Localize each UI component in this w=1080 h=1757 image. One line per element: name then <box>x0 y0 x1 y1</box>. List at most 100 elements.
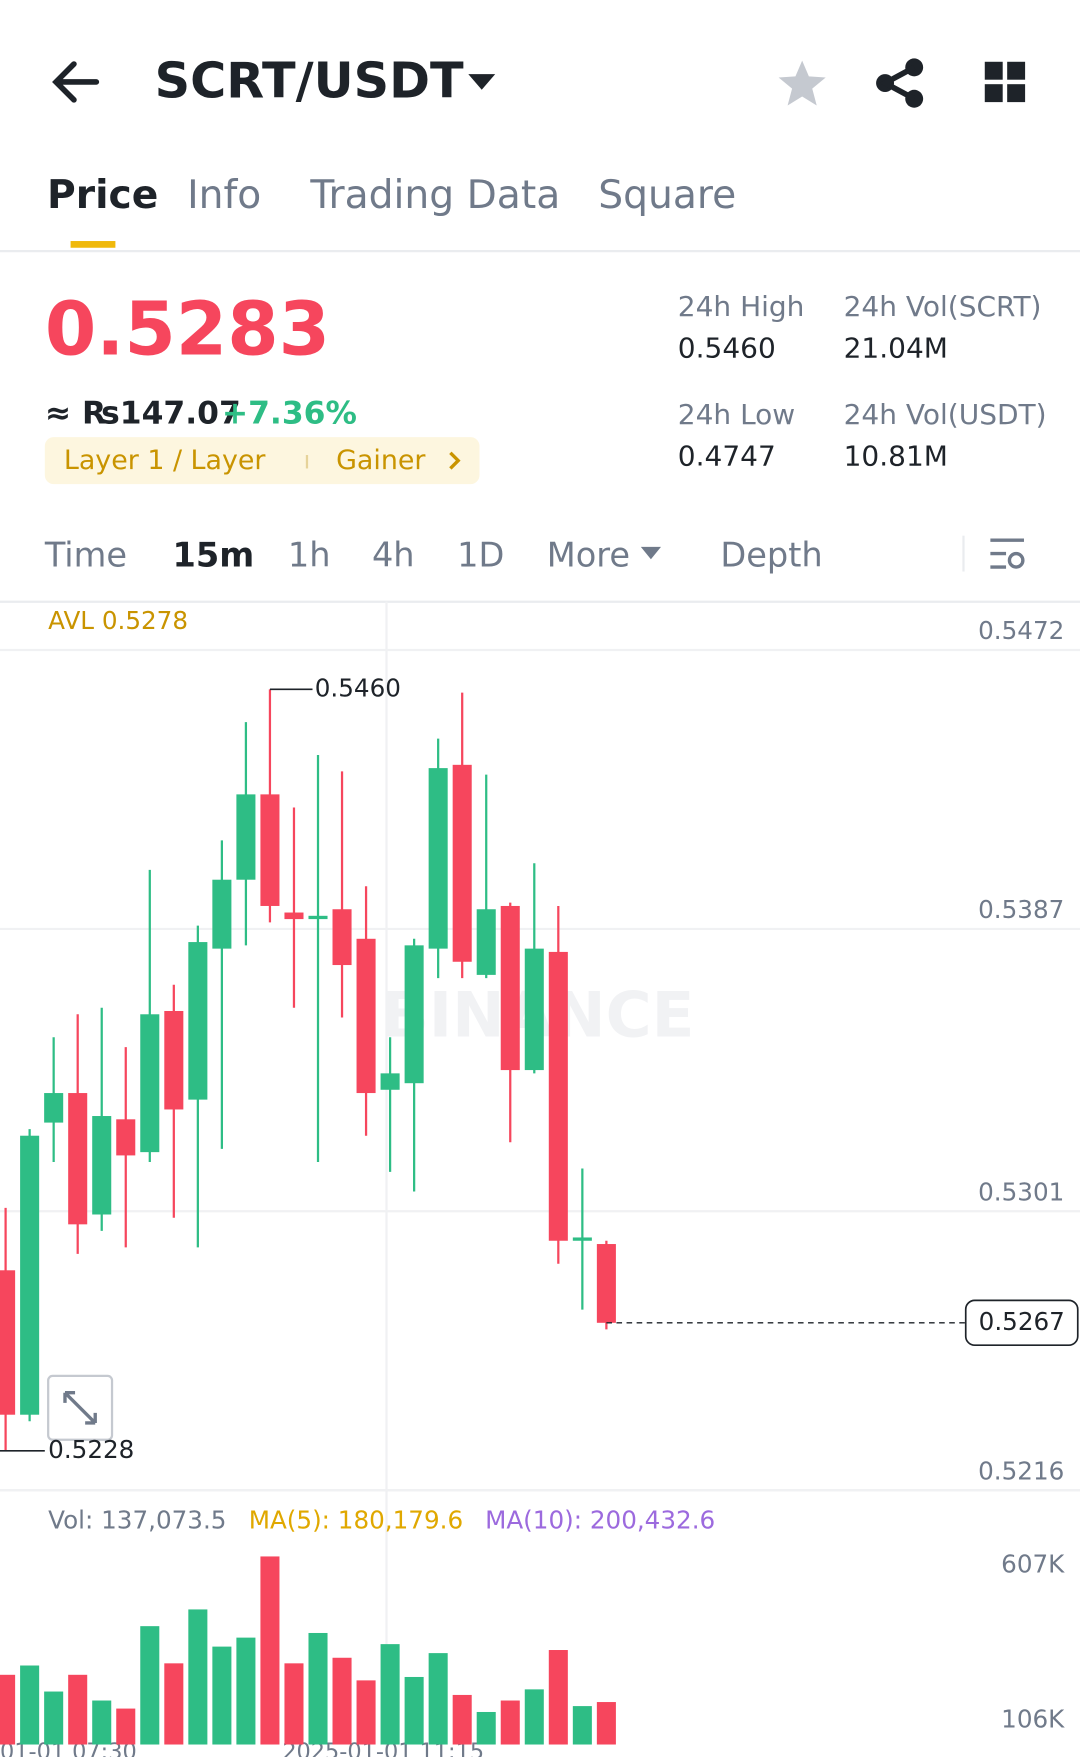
low-marker-label: 0.5228 <box>48 1435 134 1464</box>
volume-bar <box>0 1674 16 1745</box>
volume-bar <box>572 1706 592 1745</box>
candle-body <box>236 794 256 880</box>
stat-value: 0.4747 <box>678 439 776 472</box>
candle-body <box>548 951 568 1241</box>
stat-value: 10.81M <box>844 439 948 472</box>
volume-bar <box>116 1708 136 1745</box>
grid-icon[interactable] <box>984 61 1026 103</box>
volume-bar <box>524 1689 544 1745</box>
timeframe[interactable]: 1h <box>288 535 331 574</box>
volume-bar <box>212 1646 232 1745</box>
volume-tick-label: 607K <box>1001 1549 1065 1578</box>
volume-bar <box>236 1637 256 1745</box>
timeframe[interactable]: Depth <box>720 535 822 574</box>
timeframe[interactable]: Time <box>44 535 127 574</box>
y-tick-label: 0.5301 <box>978 1177 1064 1206</box>
volume-bar <box>404 1676 424 1745</box>
candle-body <box>260 794 280 906</box>
volume-bar <box>596 1702 616 1745</box>
pair-title[interactable]: SCRT/USDT <box>155 52 464 110</box>
timeframe[interactable]: 15m <box>173 535 255 574</box>
badge[interactable]: Gainer <box>336 445 426 476</box>
tab[interactable]: Square <box>598 173 736 218</box>
candle-body <box>116 1119 136 1156</box>
volume-tick-label: 106K <box>1001 1705 1065 1734</box>
volume-bar <box>500 1700 520 1745</box>
volume-bar <box>548 1650 568 1745</box>
candle-body <box>404 945 424 1084</box>
volume-bar <box>140 1626 160 1745</box>
y-tick-label: 0.5387 <box>978 895 1064 924</box>
tab[interactable]: Price <box>47 173 158 218</box>
candle-body <box>596 1244 616 1323</box>
stat-value: 0.5460 <box>678 332 776 365</box>
y-tick-label: 0.5216 <box>978 1456 1064 1485</box>
candle-body <box>380 1073 400 1090</box>
stat-label: 24h Vol(USDT) <box>844 398 1047 431</box>
expand-button[interactable] <box>47 1374 114 1441</box>
volume-legend: MA(5): 180,179.6 <box>249 1506 463 1535</box>
tab[interactable]: Trading Data <box>309 173 560 218</box>
candle-body <box>500 905 520 1071</box>
candle-body <box>452 764 472 962</box>
last-price: 0.5283 <box>45 287 330 373</box>
last-price-label: 0.5267 <box>979 1307 1065 1336</box>
tab[interactable]: Info <box>187 173 261 218</box>
volume-bar <box>260 1556 280 1745</box>
price-change: +7.36% <box>222 396 357 432</box>
candle-body <box>284 912 304 920</box>
volume-bar <box>68 1674 88 1745</box>
tag[interactable]: Layer 1 / Layer <box>64 445 267 476</box>
candle-body <box>356 938 376 1094</box>
candle-body <box>20 1135 40 1415</box>
timeframe[interactable]: 4h <box>372 535 415 574</box>
volume-bar <box>428 1653 448 1745</box>
volume-legend: Vol: 137,073.5 <box>48 1506 226 1535</box>
volume-bar <box>452 1694 472 1745</box>
stat-label: 24h Low <box>678 398 795 431</box>
timeframe[interactable]: 1D <box>457 535 504 574</box>
candle-body <box>164 1010 184 1110</box>
candle-body <box>188 942 208 1100</box>
volume-bar <box>308 1632 328 1745</box>
volume-bar <box>380 1644 400 1745</box>
back-button[interactable] <box>52 61 100 103</box>
volume-legend: MA(10): 200,432.6 <box>485 1506 715 1535</box>
favorite-icon[interactable] <box>778 60 826 106</box>
candle-body <box>68 1093 88 1225</box>
volume-bar <box>44 1691 64 1745</box>
stat-label: 24h High <box>678 290 805 323</box>
volume-bar <box>356 1680 376 1745</box>
more-dropdown[interactable] <box>640 546 661 560</box>
candle-body <box>332 909 352 966</box>
volume-bar <box>164 1663 184 1745</box>
candle-body <box>140 1014 160 1153</box>
avl-label: AVL 0.5278 <box>48 606 188 635</box>
stat-label: 24h Vol(SCRT) <box>844 290 1042 323</box>
volume-bar <box>188 1609 208 1745</box>
fiat-price: ≈ ₨147.07 <box>45 396 241 432</box>
candle-body <box>428 768 448 949</box>
tag-background[interactable] <box>44 437 480 485</box>
last-price-box <box>964 1299 1079 1347</box>
timeframe[interactable]: More <box>547 535 630 574</box>
candle-body <box>212 879 232 949</box>
candle-body <box>44 1093 64 1123</box>
volume-bar <box>92 1700 112 1745</box>
volume-bar <box>20 1665 40 1745</box>
candle-body <box>476 909 496 975</box>
stat-value: 21.04M <box>844 332 948 365</box>
volume-bar <box>332 1657 352 1745</box>
tab-indicator <box>70 241 116 248</box>
y-tick-label: 0.5472 <box>978 616 1064 645</box>
candle-body <box>524 948 544 1071</box>
candle-body <box>308 915 328 920</box>
share-icon[interactable] <box>876 58 924 108</box>
volume-bar <box>476 1711 496 1745</box>
chart-settings-icon[interactable] <box>990 538 1025 569</box>
pair-dropdown[interactable] <box>468 74 496 90</box>
candle-body <box>92 1116 112 1215</box>
high-marker-label: 0.5460 <box>315 673 401 702</box>
